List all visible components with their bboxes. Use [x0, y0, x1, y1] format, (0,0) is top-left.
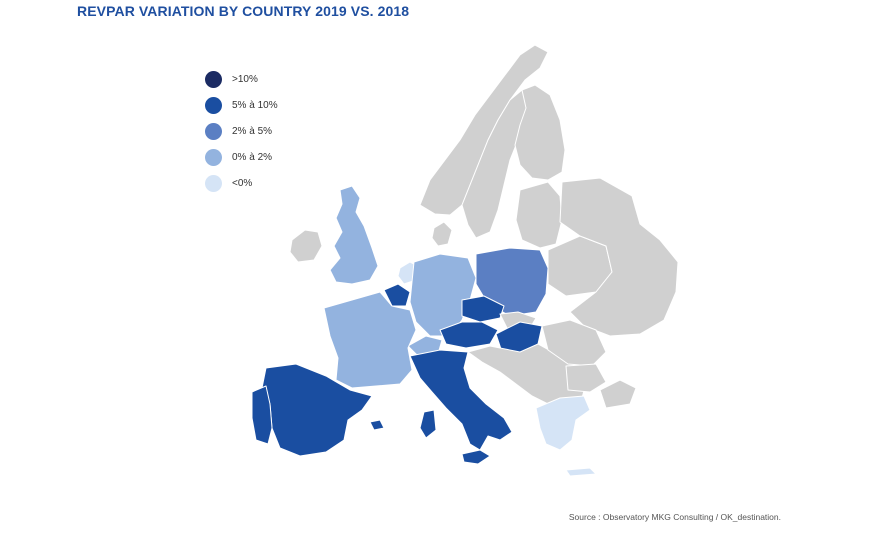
- source-note: Source : Observatory MKG Consulting / OK…: [568, 512, 781, 522]
- country-greece: [535, 395, 591, 451]
- country-austria: [439, 321, 499, 349]
- legend-item: >10%: [205, 66, 278, 92]
- country-france: [323, 291, 417, 389]
- country-turkey-edge: [599, 379, 637, 409]
- country-baltics: [515, 181, 563, 249]
- legend-swatch: [205, 70, 222, 88]
- country-crete: [565, 467, 597, 477]
- legend-item: 0% à 2%: [205, 144, 278, 170]
- legend-swatch: [205, 122, 222, 140]
- country-poland: [475, 247, 549, 317]
- country-ireland: [289, 229, 323, 263]
- map-title: REVPAR VARIATION BY COUNTRY 2019 VS. 201…: [77, 3, 410, 19]
- country-bulgaria: [565, 363, 607, 393]
- country-romania: [541, 319, 607, 367]
- country-portugal: [251, 385, 273, 445]
- legend: >10% 5% à 10% 2% à 5% 0% à 2% <0%: [205, 66, 278, 196]
- country-sardinia: [419, 409, 437, 439]
- legend-label: 0% à 2%: [232, 151, 273, 163]
- country-balearic: [369, 419, 385, 431]
- legend-label: 2% à 5%: [232, 125, 273, 137]
- country-czechia: [461, 295, 505, 323]
- country-russia-ukraine: [559, 177, 679, 337]
- legend-label: >10%: [232, 73, 258, 85]
- country-italy: [409, 349, 513, 451]
- legend-label: <0%: [232, 177, 253, 189]
- legend-swatch: [205, 148, 222, 166]
- legend-label: 5% à 10%: [232, 99, 278, 111]
- legend-item: 5% à 10%: [205, 92, 278, 118]
- legend-item: 2% à 5%: [205, 118, 278, 144]
- country-sicily: [461, 449, 491, 465]
- legend-swatch: [205, 174, 222, 192]
- legend-item: <0%: [205, 170, 278, 196]
- country-finland: [514, 84, 566, 181]
- country-denmark: [431, 221, 453, 247]
- country-belgium: [383, 283, 411, 307]
- country-uk: [329, 185, 379, 285]
- legend-swatch: [205, 96, 222, 114]
